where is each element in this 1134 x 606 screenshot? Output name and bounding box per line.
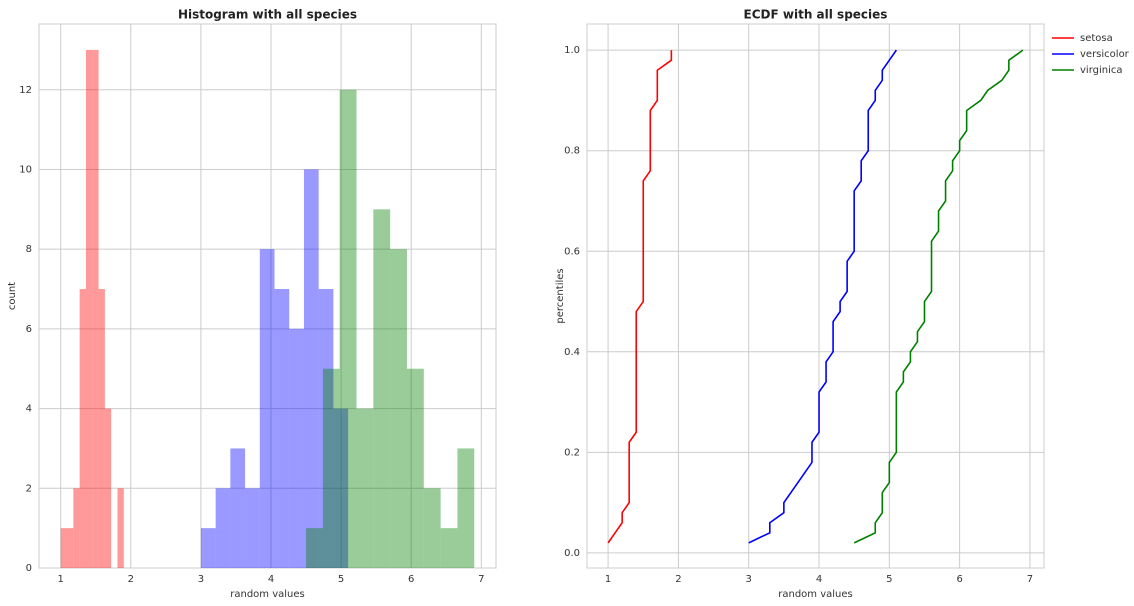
hist-bar — [79, 289, 86, 568]
hist-bar — [406, 368, 424, 568]
hist-bar — [423, 488, 441, 568]
hist-bar — [60, 528, 68, 568]
hist-bar — [303, 169, 319, 568]
legend-label: virginica — [1080, 65, 1123, 76]
x-tick-label: 5 — [886, 574, 892, 585]
hist-bar — [274, 289, 290, 568]
hist-bar — [457, 448, 475, 568]
hist-bar — [440, 528, 458, 568]
x-tick-label: 1 — [58, 574, 64, 585]
y-tick-label: 4 — [26, 404, 32, 415]
hist-bar — [200, 528, 216, 568]
x-tick-label: 3 — [746, 574, 752, 585]
legend-label: versicolor — [1080, 49, 1130, 60]
chart-title: ECDF with all species — [744, 8, 888, 22]
x-tick-label: 6 — [408, 574, 414, 585]
hist-bar — [215, 488, 231, 568]
y-tick-label: 2 — [26, 483, 32, 494]
y-tick-label: 0.6 — [564, 246, 580, 257]
hist-bar — [92, 49, 99, 568]
y-tick-label: 0.4 — [564, 347, 580, 358]
y-tick-label: 0.8 — [564, 146, 580, 157]
hist-bar — [230, 448, 246, 568]
x-tick-label: 4 — [816, 574, 822, 585]
x-tick-label: 5 — [338, 574, 344, 585]
hist-bar — [373, 209, 391, 569]
y-tick-label: 0 — [26, 563, 32, 574]
hist-bar — [318, 289, 334, 568]
hist-bar — [339, 89, 357, 568]
y-tick-label: 1.0 — [564, 45, 580, 56]
hist-bar — [73, 488, 80, 568]
x-axis-label: random values — [230, 589, 305, 600]
y-tick-label: 12 — [19, 85, 32, 96]
hist-bar — [67, 528, 74, 568]
x-axis-label: random values — [778, 589, 853, 600]
y-tick-label: 10 — [19, 164, 32, 175]
x-tick-label: 7 — [478, 574, 484, 585]
hist-bar — [333, 408, 349, 568]
hist-bar — [85, 49, 93, 568]
y-tick-label: 6 — [26, 324, 32, 335]
y-tick-label: 0.0 — [564, 548, 580, 559]
x-tick-label: 2 — [128, 574, 134, 585]
hist-bar — [289, 328, 304, 568]
ecdf-line — [607, 50, 673, 544]
x-tick-label: 2 — [675, 574, 681, 585]
hist-bar — [98, 289, 105, 568]
hist-bar — [356, 408, 374, 568]
hist-bar — [117, 488, 124, 568]
hist-bar — [104, 408, 112, 568]
hist-bar — [306, 528, 323, 568]
y-tick-label: 8 — [26, 244, 32, 255]
y-tick-label: 0.2 — [564, 447, 580, 458]
legend-label: setosa — [1080, 33, 1113, 44]
x-tick-label: 3 — [198, 574, 204, 585]
x-tick-label: 1 — [605, 574, 611, 585]
hist-bar — [390, 249, 407, 568]
hist-bar — [259, 249, 275, 568]
chart-title: Histogram with all species — [178, 8, 357, 22]
hist-bar — [322, 368, 340, 568]
ecdf-line — [853, 49, 1024, 544]
x-tick-label: 7 — [1027, 574, 1033, 585]
ecdf-line — [748, 49, 898, 544]
plot-frame — [586, 23, 1045, 569]
x-tick-label: 6 — [956, 574, 962, 585]
y-axis-label: count — [7, 282, 18, 310]
hist-bar — [245, 488, 260, 568]
y-axis-label: percentiles — [555, 268, 566, 323]
x-tick-label: 4 — [268, 574, 274, 585]
